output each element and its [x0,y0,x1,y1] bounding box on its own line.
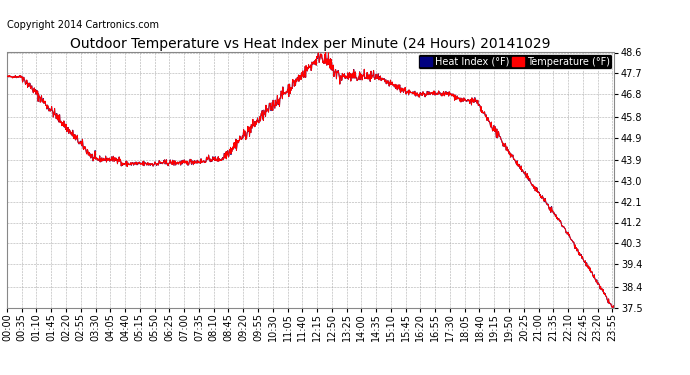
Text: Copyright 2014 Cartronics.com: Copyright 2014 Cartronics.com [7,20,159,30]
Legend: Heat Index (°F), Temperature (°F): Heat Index (°F), Temperature (°F) [418,54,612,69]
Title: Outdoor Temperature vs Heat Index per Minute (24 Hours) 20141029: Outdoor Temperature vs Heat Index per Mi… [70,38,551,51]
